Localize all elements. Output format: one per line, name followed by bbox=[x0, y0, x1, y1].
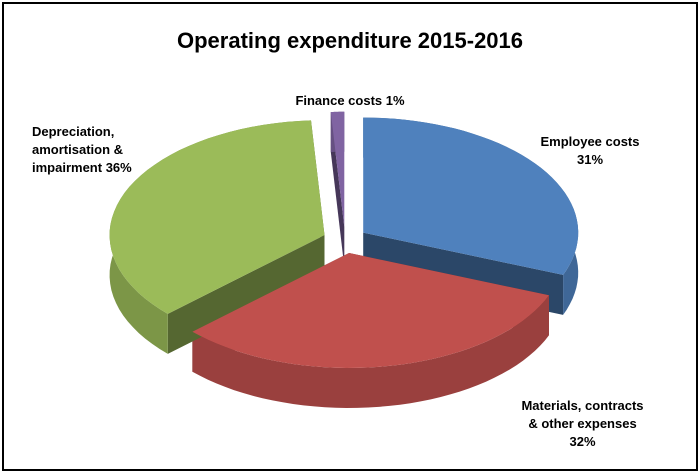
pie-slice bbox=[109, 120, 325, 314]
slice-value: 32% bbox=[569, 434, 596, 449]
slice-name: Employee costs bbox=[540, 134, 640, 149]
chart-title: Operating expenditure 2015-2016 bbox=[177, 28, 523, 53]
slice-wall bbox=[167, 235, 325, 354]
pie-slice bbox=[363, 117, 579, 275]
data-label: Materials, contracts & other expenses 32… bbox=[520, 397, 645, 451]
slice-value: 31% bbox=[576, 152, 604, 167]
slice-tops bbox=[109, 111, 579, 368]
pie-slice bbox=[330, 111, 345, 227]
slice-name: Finance costs bbox=[295, 93, 383, 108]
data-label: Finance costs 1% bbox=[270, 92, 430, 110]
pie-slice bbox=[192, 253, 549, 368]
slice-name: Materials, contracts & other expenses bbox=[521, 398, 644, 431]
data-label: Employee costs 31% bbox=[525, 133, 655, 169]
data-label: Depreciation, amortisation & impairment … bbox=[32, 123, 150, 177]
slice-rim bbox=[192, 295, 549, 408]
slice-value: 1% bbox=[385, 93, 405, 108]
slice-value: 36% bbox=[105, 160, 132, 175]
slice-name: Depreciation, amortisation & impairment bbox=[32, 124, 124, 175]
